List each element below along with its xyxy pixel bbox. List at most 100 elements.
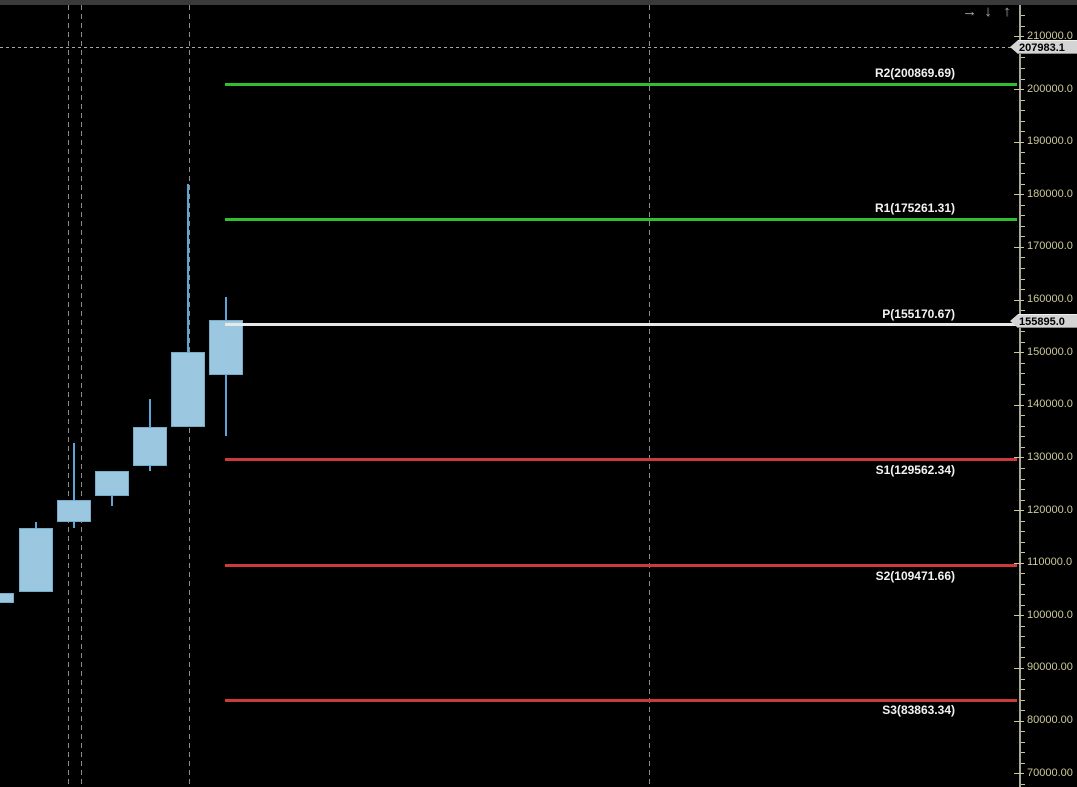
- axis-tick-minor: [1021, 278, 1025, 280]
- axis-tick-minor: [1021, 267, 1025, 269]
- pivot-price-tag: 155895.0: [1010, 314, 1077, 329]
- axis-tick-minor: [1021, 236, 1025, 238]
- axis-tick-minor: [1021, 783, 1025, 785]
- axis-tick-minor: [1021, 289, 1025, 290]
- pivot-line-label-P: P(155170.67): [882, 306, 955, 321]
- axis-tick-minor: [1021, 225, 1025, 227]
- axis-price-label: 140000.0: [1027, 398, 1073, 411]
- axis-tick-major: [1014, 773, 1024, 775]
- chart-toolbar: → ↓ ↑: [962, 4, 1014, 20]
- axis-tick-minor: [1021, 394, 1025, 396]
- vertical-gridline: [648, 5, 650, 787]
- axis-tick-major: [1014, 615, 1024, 617]
- axis-tick-minor: [1021, 741, 1025, 743]
- axis-price-label: 160000.0: [1027, 293, 1073, 305]
- vertical-gridline: [80, 5, 82, 787]
- current-price-tag-value: 207983.1: [1018, 40, 1077, 54]
- pivot-line-S2: [225, 564, 1017, 567]
- chart-shift-right-icon[interactable]: →: [962, 3, 977, 20]
- axis-tick-major: [1014, 36, 1024, 38]
- pivot-line-S3: [225, 698, 1017, 702]
- current-price-dashed-line: [0, 47, 1016, 48]
- axis-tick-minor: [1021, 331, 1025, 333]
- candle-wick: [73, 442, 75, 528]
- axis-tick-major: [1014, 299, 1024, 301]
- axis-tick-minor: [1021, 436, 1025, 438]
- axis-tick-minor: [1021, 383, 1025, 385]
- axis-tick-minor: [1021, 646, 1025, 648]
- axis-tick-minor: [1021, 710, 1025, 712]
- axis-tick-major: [1014, 141, 1024, 143]
- axis-tick-minor: [1021, 583, 1025, 585]
- axis-tick-major: [1014, 562, 1024, 564]
- candle-body: [95, 470, 129, 497]
- pivot-line-R2: [225, 82, 1017, 86]
- candle-body: [0, 592, 14, 604]
- scroll-up-icon[interactable]: ↑: [1003, 3, 1011, 20]
- axis-price-label: 90000.00: [1027, 661, 1073, 674]
- axis-tick-minor: [1021, 478, 1025, 480]
- candle-body: [57, 500, 91, 522]
- axis-price-label: 120000.0: [1027, 503, 1073, 516]
- axis-tick-minor: [1021, 625, 1025, 627]
- axis-price-label: 170000.0: [1027, 240, 1073, 253]
- axis-tick-minor: [1021, 552, 1025, 554]
- axis-tick-minor: [1021, 604, 1025, 606]
- axis-tick-minor: [1021, 636, 1025, 638]
- axis-tick-minor: [1021, 131, 1025, 133]
- axis-tick-minor: [1021, 446, 1025, 448]
- axis-tick-major: [1014, 457, 1024, 459]
- axis-tick-minor: [1021, 373, 1025, 375]
- axis-tick-major: [1014, 246, 1024, 248]
- axis-price-label: 150000.0: [1027, 345, 1073, 358]
- price-axis-line: [1019, 5, 1021, 787]
- axis-price-label: 200000.0: [1027, 82, 1073, 95]
- axis-tick-minor: [1021, 594, 1025, 596]
- pivot-line-S1: [225, 458, 1017, 462]
- axis-price-label: 80000.00: [1027, 714, 1073, 727]
- axis-tick-minor: [1021, 415, 1025, 417]
- axis-tick-major: [1014, 194, 1024, 196]
- axis-price-label: 180000.0: [1027, 187, 1073, 200]
- axis-tick-minor: [1021, 541, 1025, 543]
- scroll-down-icon[interactable]: ↓: [984, 3, 992, 20]
- axis-tick-minor: [1021, 257, 1025, 259]
- axis-tick-minor: [1021, 120, 1025, 122]
- candle-body: [171, 352, 205, 428]
- axis-tick-minor: [1021, 520, 1025, 522]
- axis-tick-minor: [1021, 699, 1025, 701]
- chart-area[interactable]: R2(200869.69) R1(175261.31) P(155170.67) S1…: [0, 0, 1017, 787]
- price-axis[interactable]: 210000.0 200000.0 190000.0 180000.0 170000.0…: [1014, 5, 1077, 787]
- axis-tick-major: [1014, 89, 1024, 90]
- axis-tick-minor: [1021, 467, 1025, 469]
- axis-tick-major: [1014, 404, 1024, 406]
- axis-tick-minor: [1021, 573, 1025, 575]
- price-tag-arrow-icon: [1010, 40, 1018, 54]
- current-price-tag: 207983.1: [1010, 40, 1077, 54]
- axis-price-label: 100000.0: [1027, 608, 1073, 621]
- axis-tick-minor: [1021, 215, 1025, 217]
- axis-tick-major: [1014, 352, 1024, 354]
- axis-tick-minor: [1021, 78, 1025, 80]
- axis-tick-minor: [1021, 425, 1025, 427]
- pivot-line-label-S2: S2(109471.66): [875, 568, 955, 583]
- axis-tick-minor: [1021, 762, 1025, 764]
- pivot-line-P: [225, 323, 1017, 327]
- axis-tick-minor: [1021, 25, 1025, 27]
- axis-tick-minor: [1021, 204, 1025, 206]
- candle-wick: [187, 184, 189, 428]
- axis-price-label: 210000.0: [1027, 29, 1073, 42]
- pivot-line-label-R1: R1(175261.31): [874, 201, 955, 216]
- axis-price-label: 70000.00: [1027, 766, 1073, 779]
- vertical-gridline: [68, 5, 69, 787]
- top-border-strip: [0, 0, 1077, 5]
- pivot-line-label-S3: S3(83863.34): [882, 703, 955, 718]
- pivot-price-tag-value: 155895.0: [1018, 314, 1077, 329]
- axis-tick-minor: [1021, 99, 1025, 101]
- axis-tick-major: [1014, 720, 1024, 722]
- axis-tick-minor: [1021, 183, 1025, 185]
- axis-tick-minor: [1021, 752, 1025, 754]
- axis-tick-minor: [1021, 362, 1025, 364]
- axis-tick-minor: [1021, 173, 1025, 175]
